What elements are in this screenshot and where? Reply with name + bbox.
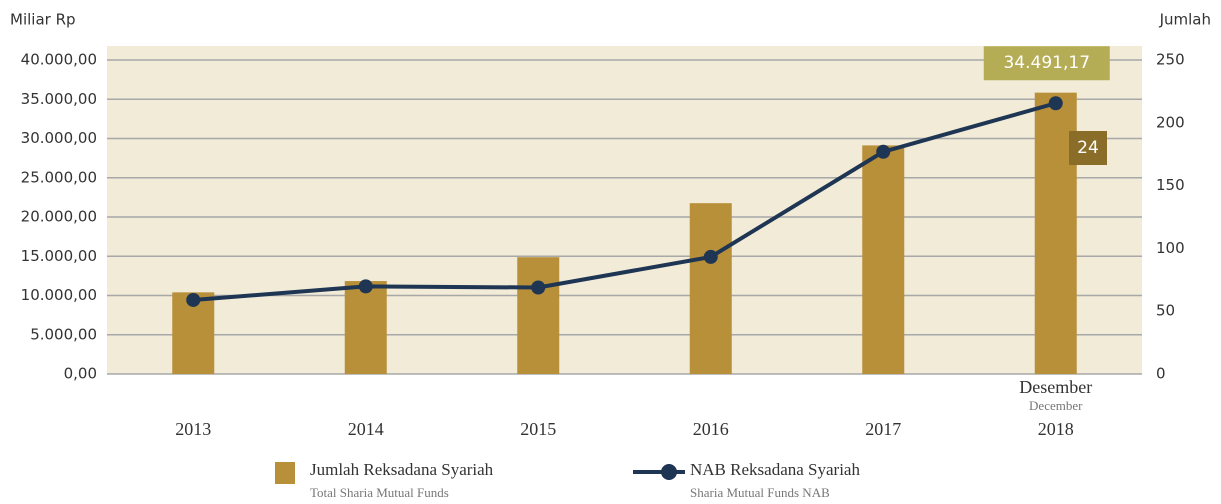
y-axis-label: Miliar Rp — [10, 11, 76, 29]
y2-tick-label: 0 — [1156, 365, 1166, 383]
bar — [690, 203, 732, 374]
x-note: Desember — [1019, 377, 1092, 397]
legend-label-en: Sharia Mutual Funds NAB — [690, 485, 830, 500]
legend-swatch — [275, 462, 295, 484]
plot-area — [107, 46, 1142, 374]
value-label: 34.491,17 — [1003, 53, 1090, 73]
line-marker — [1049, 96, 1063, 110]
x-tick-label: 2013 — [175, 419, 211, 439]
x-tick-label: 2015 — [520, 419, 556, 439]
annotation: 24 — [1077, 138, 1099, 158]
y-tick-label: 30.000,00 — [21, 129, 97, 147]
y2-tick-label: 250 — [1156, 51, 1185, 69]
line-marker — [531, 281, 545, 295]
x-tick-label: 2017 — [865, 419, 901, 439]
line-marker — [876, 145, 890, 159]
x-tick-label: 2014 — [348, 419, 384, 439]
legend-label: NAB Reksadana Syariah — [690, 460, 860, 479]
y-tick-label: 20.000,00 — [21, 208, 97, 226]
legend-label-en: Total Sharia Mutual Funds — [310, 485, 449, 500]
chart: Miliar Rp Jumlah 0,00 5.000,00 10.000,00 15… — [0, 0, 1221, 504]
y-tick-label: 15.000,00 — [21, 247, 97, 265]
y-tick-label: 5.000,00 — [30, 325, 97, 343]
y2-tick-label: 50 — [1156, 302, 1175, 320]
line-marker — [359, 279, 373, 293]
y2-tick-label: 200 — [1156, 113, 1185, 131]
x-tick-label: 2016 — [693, 419, 729, 439]
line-marker — [704, 250, 718, 264]
legend-label: Jumlah Reksadana Syariah — [310, 460, 494, 479]
x-note-en: December — [1029, 398, 1083, 413]
line-marker — [186, 293, 200, 307]
bar — [345, 281, 387, 374]
y-tick-label: 40.000,00 — [21, 51, 97, 69]
y-tick-label: 0,00 — [64, 365, 97, 383]
y2-tick-label: 100 — [1156, 239, 1185, 257]
x-tick-label: 2018 — [1038, 419, 1074, 439]
y2-tick-label: 150 — [1156, 176, 1185, 194]
y-tick-label: 35.000,00 — [21, 90, 97, 108]
y-tick-label: 10.000,00 — [21, 286, 97, 304]
y-tick-label: 25.000,00 — [21, 168, 97, 186]
bar — [517, 257, 559, 374]
y2-axis-label: Jumlah — [1159, 11, 1211, 29]
legend-marker — [661, 464, 677, 480]
bar — [862, 145, 904, 374]
